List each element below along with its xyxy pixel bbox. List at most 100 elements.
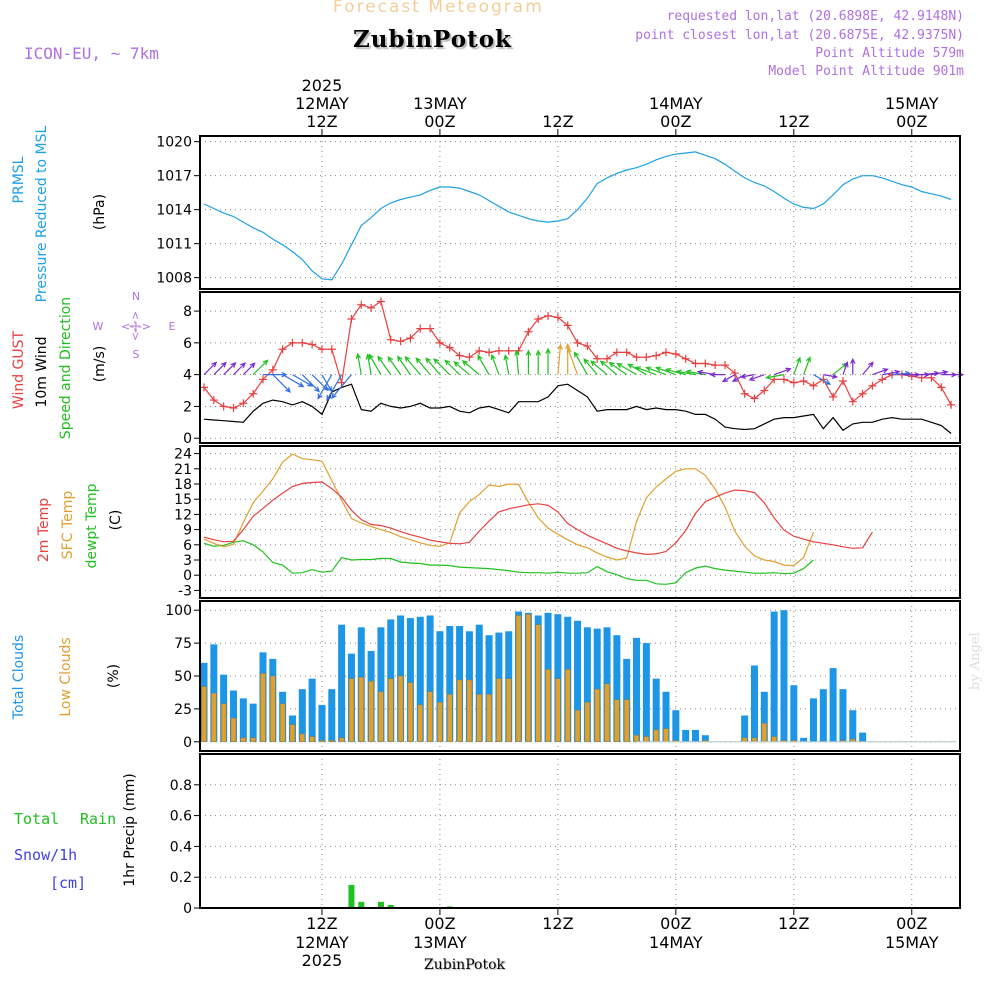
low-cloud-bar	[309, 736, 315, 743]
wind-gust-marker	[317, 345, 326, 354]
bottom-tick-hour-0: 12Z	[306, 914, 337, 933]
low-cloud-bar	[270, 675, 276, 743]
wind-direction-arrow	[616, 362, 637, 376]
wind-gust-marker	[386, 335, 395, 344]
wind-direction-arrow	[590, 360, 608, 376]
low-cloud-bar	[486, 694, 492, 743]
wind-gust-marker	[711, 361, 720, 370]
low-cloud-bar	[496, 678, 502, 743]
wind-direction-arrow	[664, 367, 686, 376]
low-cloud-bar	[437, 702, 443, 743]
rain-bar	[358, 901, 365, 908]
wind-direction-arrow	[233, 362, 246, 376]
wind-direction-arrow	[368, 353, 382, 375]
ytick-label-2-8: 21	[174, 462, 192, 478]
total-cloud-bar	[662, 691, 670, 742]
wind-gust-marker	[760, 386, 769, 395]
wind-gust-marker	[603, 354, 612, 363]
wind-gust-marker	[662, 348, 671, 357]
ytick-label-0-3: 1017	[156, 169, 192, 185]
wind-gust-marker	[524, 327, 533, 336]
total-cloud-bar	[239, 698, 247, 742]
wind-direction-arrow	[823, 373, 839, 379]
total-cloud-bar	[446, 626, 454, 742]
wind-gust-marker	[426, 324, 435, 333]
bottom-tick-day-3: 14MAY	[649, 933, 703, 952]
ytick-label-2-7: 18	[174, 477, 192, 493]
wind-gust-marker	[347, 315, 356, 324]
low-cloud-bar	[643, 736, 650, 743]
total-cloud-bar	[682, 729, 690, 742]
wind-gust-marker	[258, 375, 267, 384]
low-cloud-bar	[604, 683, 610, 743]
total-cloud-bar	[574, 620, 582, 742]
wind-direction-arrow	[813, 374, 832, 385]
ytick-label-1-0: 0	[183, 431, 192, 447]
low-cloud-bar	[279, 703, 286, 743]
total-cloud-bar	[338, 624, 346, 742]
wind-gust-marker	[720, 361, 729, 370]
wind-direction-arrow	[331, 374, 352, 399]
ytick-label-2-4: 9	[183, 523, 192, 539]
total-cloud-bar	[672, 710, 680, 742]
rain-label: Rain	[80, 810, 117, 828]
low-cloud-bar	[456, 679, 463, 743]
low-cloud-bar	[525, 613, 532, 743]
top-tick-hour-2: 12Z	[542, 112, 573, 131]
total-cloud-bar	[426, 615, 434, 742]
bottom-tick-day-1: 13MAY	[413, 933, 467, 952]
low-cloud-bar	[564, 669, 571, 743]
top-axis-year: 2025	[302, 76, 343, 95]
sfc-temp-line	[203, 453, 815, 567]
wind-direction-arrow	[213, 361, 227, 376]
wind-gust-marker	[534, 315, 543, 324]
wind-gust-marker	[858, 389, 867, 398]
wind-gust-marker	[298, 338, 307, 347]
wind-gust-marker	[848, 397, 857, 406]
top-tick-day-1: 13MAY	[413, 94, 467, 113]
low-cloud-bar	[614, 699, 620, 743]
low-cloud-bar	[505, 678, 512, 743]
ytick-label-3-1: 25	[174, 702, 192, 718]
total-label: Total	[14, 810, 60, 828]
dewpt-temp-line	[203, 540, 814, 585]
wind-direction-arrow	[252, 359, 269, 376]
compass-ns-arrow: <-|->	[129, 311, 142, 341]
compass-we-arrow: <-|->	[121, 320, 151, 333]
bottom-tick-hour-3: 00Z	[660, 914, 691, 933]
total-cloud-bar	[328, 689, 336, 742]
top-tick-hour-3: 00Z	[660, 112, 691, 131]
total-cloud-bar	[750, 665, 758, 742]
bottom-tick-hour-5: 00Z	[896, 914, 927, 933]
wind-direction-arrow	[415, 357, 431, 376]
low-cloud-bar	[250, 737, 256, 743]
wind-direction-arrow	[425, 357, 441, 376]
wind-gust-marker	[278, 345, 287, 354]
low-cloud-bar	[407, 682, 414, 743]
wind-gust-marker	[416, 324, 425, 333]
total-cloud-bar	[642, 643, 650, 742]
wind-gust-marker	[357, 300, 366, 309]
wind-direction-arrow	[311, 374, 329, 392]
ytick-label-2-3: 6	[183, 538, 192, 554]
total-cloud-bar	[800, 737, 808, 742]
wind-gust-marker	[465, 353, 474, 362]
wind-direction-arrow	[203, 361, 218, 376]
top-tick-hour-1: 00Z	[424, 112, 455, 131]
wind-gust-marker	[612, 348, 621, 357]
total-cloud-bar	[475, 624, 483, 742]
total-cloud-bar	[318, 704, 326, 742]
ytick-label-2-1: 0	[183, 568, 192, 584]
wind-gust-marker	[730, 369, 739, 378]
wind-direction-arrow	[862, 361, 874, 376]
low-cloud-bar	[388, 678, 394, 743]
total-cloud-bar	[760, 691, 768, 742]
wind-direction-arrow	[365, 353, 372, 375]
total-cloud-bar	[839, 689, 847, 742]
low-cloud-bar	[230, 717, 237, 743]
total-cloud-bar	[741, 715, 749, 742]
top-tick-day-3: 14MAY	[649, 94, 703, 113]
wind-gust-marker	[288, 338, 297, 347]
wind-gust-marker	[308, 340, 317, 349]
